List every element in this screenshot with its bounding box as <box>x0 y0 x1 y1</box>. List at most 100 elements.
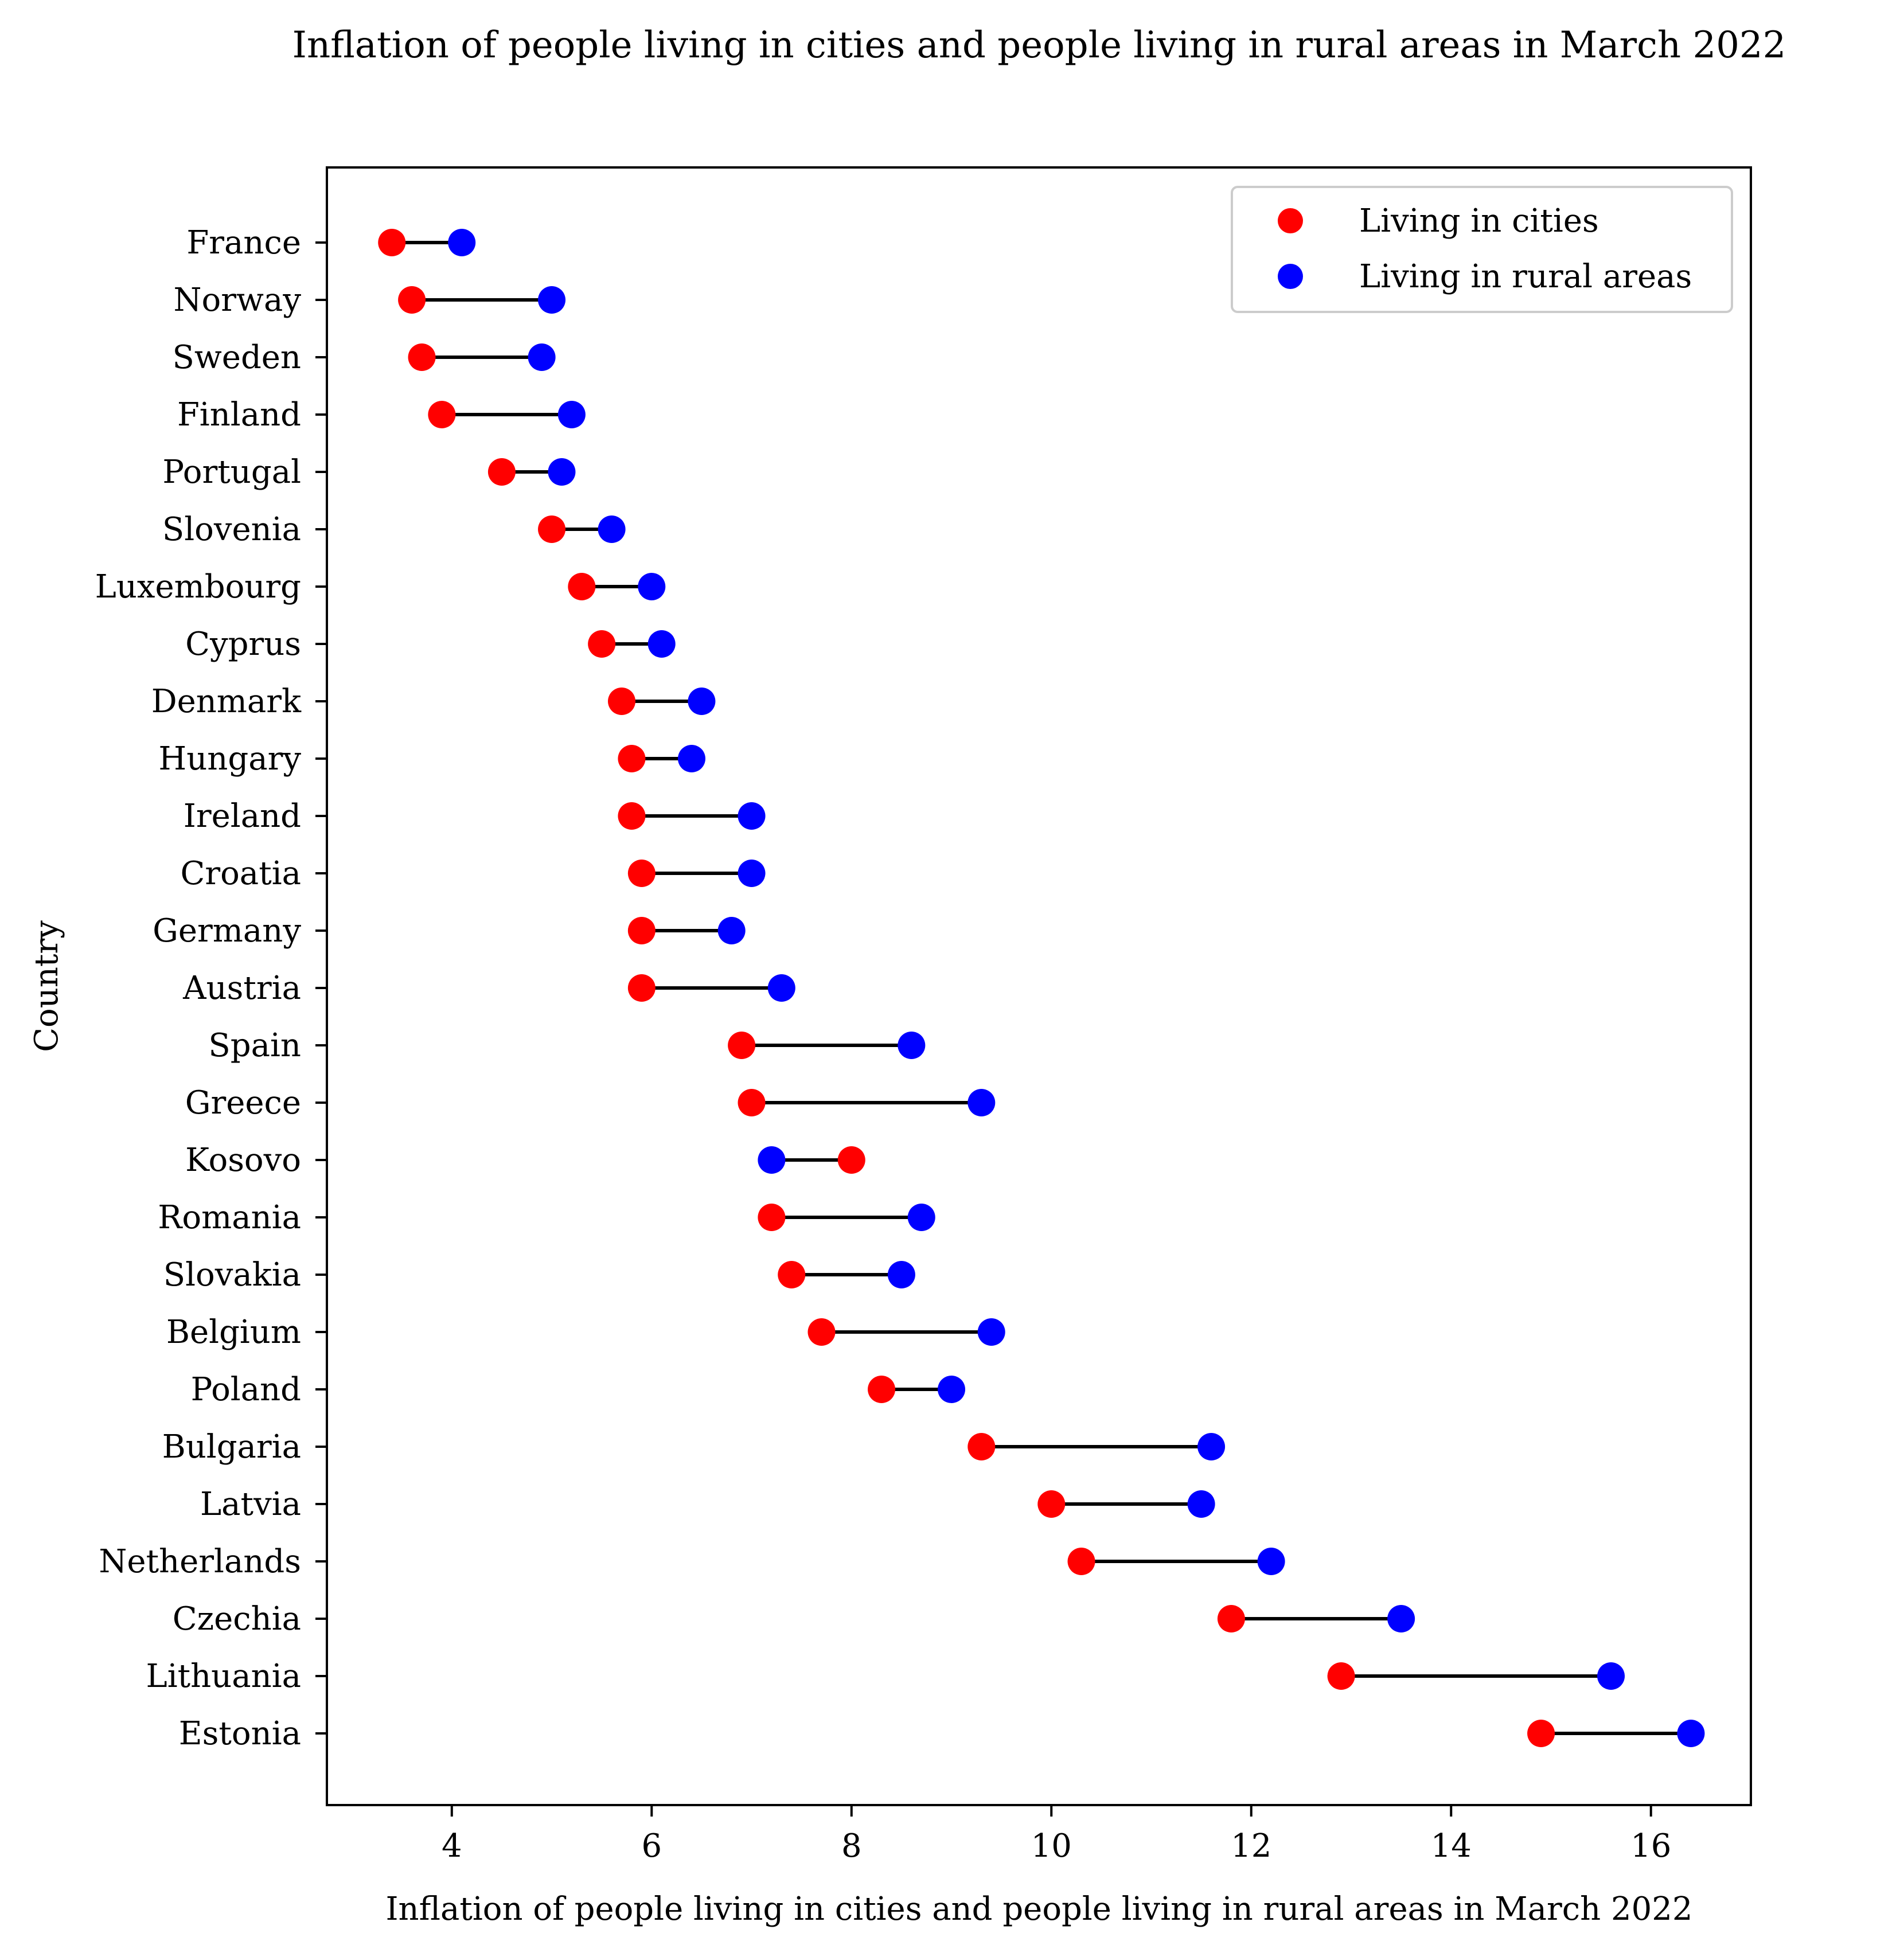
x-axis-ticks: 4 6 8 10 12 14 16 <box>442 1805 1671 1865</box>
y-axis-ticks: France Norway Sweden Finland Portugal Sloveni… <box>95 224 327 1752</box>
point-rural-slovakia <box>887 1261 915 1288</box>
y-tick-label-luxembourg: Luxembourg <box>95 568 301 606</box>
data-points <box>378 229 1705 1747</box>
point-rural-france <box>448 229 476 256</box>
point-cities-croatia <box>627 860 656 887</box>
point-cities-belgium <box>807 1318 836 1346</box>
y-tick-label-greece: Greece <box>185 1084 301 1122</box>
point-cities-germany <box>627 917 656 944</box>
point-cities-hungary <box>618 745 646 772</box>
point-rural-czechia <box>1387 1605 1415 1632</box>
point-rural-hungary <box>677 745 705 772</box>
legend-marker-cities <box>1278 208 1303 233</box>
point-rural-portugal <box>548 458 576 486</box>
y-tick-label-spain: Spain <box>208 1027 301 1064</box>
y-tick-label-slovenia: Slovenia <box>162 511 301 548</box>
point-cities-france <box>378 229 406 256</box>
point-cities-portugal <box>487 458 516 486</box>
point-rural-poland <box>938 1376 966 1403</box>
y-tick-label-germany: Germany <box>153 912 301 950</box>
x-tick-label-4: 4 <box>442 1827 462 1865</box>
point-rural-ireland <box>738 802 766 830</box>
point-cities-slovakia <box>778 1261 806 1288</box>
y-tick-label-finland: Finland <box>177 396 301 433</box>
point-cities-luxembourg <box>568 573 596 600</box>
x-tick-label-16: 16 <box>1630 1827 1671 1865</box>
point-rural-kosovo <box>758 1146 786 1174</box>
y-tick-label-croatia: Croatia <box>180 855 301 892</box>
point-rural-cyprus <box>647 630 676 658</box>
legend-label-rural: Living in rural areas <box>1359 258 1692 295</box>
point-rural-belgium <box>977 1318 1005 1346</box>
y-axis-label: Country <box>28 920 65 1052</box>
point-cities-poland <box>868 1376 896 1403</box>
y-tick-label-denmark: Denmark <box>151 683 302 720</box>
legend: Living in cities Living in rural areas <box>1231 186 1733 313</box>
point-rural-greece <box>967 1089 996 1116</box>
y-tick-label-poland: Poland <box>191 1371 301 1408</box>
point-cities-finland <box>428 401 456 428</box>
legend-label-cities: Living in cities <box>1359 202 1599 240</box>
y-tick-label-france: France <box>186 224 301 261</box>
y-tick-label-portugal: Portugal <box>162 454 301 491</box>
y-tick-label-czechia: Czechia <box>173 1600 301 1638</box>
point-cities-bulgaria <box>967 1433 996 1460</box>
y-tick-label-slovakia: Slovakia <box>163 1256 301 1294</box>
point-rural-sweden <box>528 343 556 371</box>
point-cities-ireland <box>618 802 646 830</box>
point-rural-finland <box>557 401 586 428</box>
point-rural-romania <box>907 1204 935 1231</box>
x-axis-label: Inflation of people living in cities and… <box>385 1891 1692 1928</box>
y-tick-label-latvia: Latvia <box>200 1486 301 1523</box>
point-rural-luxembourg <box>638 573 666 600</box>
point-rural-germany <box>717 917 746 944</box>
point-cities-netherlands <box>1067 1548 1095 1575</box>
x-tick-label-8: 8 <box>841 1827 862 1865</box>
x-tick-label-6: 6 <box>641 1827 662 1865</box>
y-tick-label-bulgaria: Bulgaria <box>162 1428 301 1466</box>
y-tick-label-estonia: Estonia <box>179 1715 301 1752</box>
chart-title: Inflation of people living in cities and… <box>292 24 1786 67</box>
point-cities-czechia <box>1217 1605 1245 1632</box>
y-tick-label-belgium: Belgium <box>166 1314 301 1351</box>
point-cities-latvia <box>1037 1490 1066 1518</box>
legend-box <box>1231 186 1733 313</box>
point-cities-estonia <box>1527 1720 1555 1747</box>
point-rural-latvia <box>1187 1490 1215 1518</box>
point-rural-austria <box>767 974 795 1002</box>
point-cities-slovenia <box>538 515 566 543</box>
point-rural-netherlands <box>1257 1548 1285 1575</box>
y-tick-label-hungary: Hungary <box>158 740 301 778</box>
legend-marker-rural <box>1278 264 1303 289</box>
y-tick-label-netherlands: Netherlands <box>99 1543 301 1580</box>
point-cities-greece <box>738 1089 766 1116</box>
point-cities-lithuania <box>1327 1662 1355 1690</box>
point-rural-bulgaria <box>1197 1433 1226 1460</box>
point-rural-denmark <box>688 688 716 715</box>
y-tick-label-kosovo: Kosovo <box>185 1142 301 1179</box>
x-tick-label-12: 12 <box>1231 1827 1271 1865</box>
x-tick-label-10: 10 <box>1031 1827 1072 1865</box>
point-cities-sweden <box>408 343 436 371</box>
point-rural-estonia <box>1677 1720 1705 1747</box>
y-tick-label-norway: Norway <box>174 282 302 319</box>
y-tick-label-cyprus: Cyprus <box>185 626 301 663</box>
point-cities-kosovo <box>837 1146 865 1174</box>
point-cities-cyprus <box>588 630 616 658</box>
point-rural-spain <box>898 1032 926 1059</box>
y-tick-label-austria: Austria <box>182 970 301 1007</box>
y-tick-label-ireland: Ireland <box>184 798 301 835</box>
point-cities-norway <box>398 286 426 314</box>
plot-area-frame <box>326 166 1752 1806</box>
point-cities-romania <box>758 1204 786 1231</box>
point-cities-spain <box>728 1032 756 1059</box>
point-rural-norway <box>538 286 566 314</box>
point-rural-slovenia <box>598 515 626 543</box>
y-tick-label-romania: Romania <box>158 1199 301 1236</box>
point-rural-lithuania <box>1597 1662 1625 1690</box>
point-cities-denmark <box>608 688 636 715</box>
x-tick-label-14: 14 <box>1431 1827 1472 1865</box>
y-tick-label-lithuania: Lithuania <box>146 1658 301 1695</box>
point-rural-croatia <box>738 860 766 887</box>
